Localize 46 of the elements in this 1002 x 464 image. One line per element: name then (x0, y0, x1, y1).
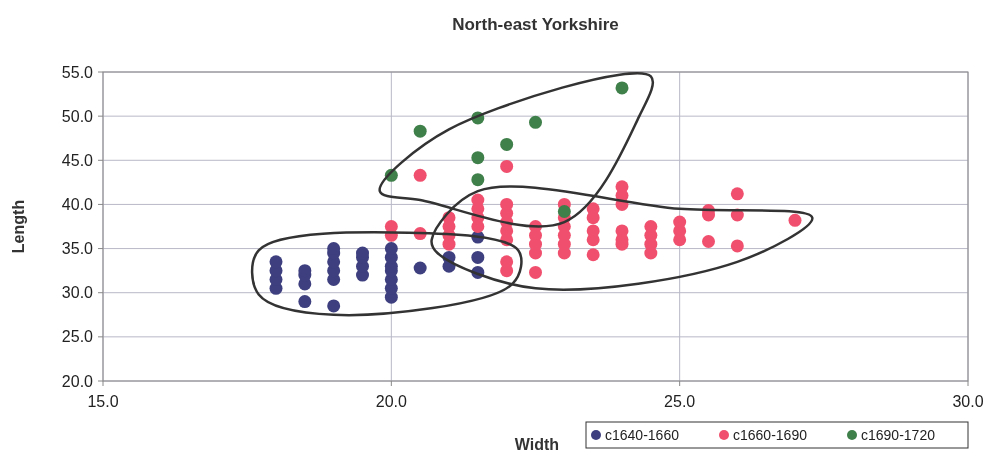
y-tick-label: 25.0 (61, 328, 94, 346)
y-axis-title: Length (10, 199, 27, 254)
point (586, 248, 600, 262)
point (702, 235, 715, 248)
point (586, 211, 600, 225)
point (557, 205, 571, 218)
x-tick-label: 25.0 (664, 393, 696, 410)
legend-label: c1690-1720 (861, 426, 936, 443)
point (529, 265, 542, 279)
x-axis-title: Width (514, 436, 560, 453)
x-tick-label: 20.0 (375, 393, 408, 410)
point (730, 187, 744, 201)
x-tick-label: 30.0 (952, 393, 984, 410)
point (557, 246, 571, 260)
point (586, 233, 600, 247)
point (673, 233, 687, 247)
point (384, 242, 398, 256)
point (529, 115, 542, 129)
point (500, 137, 514, 151)
point (471, 250, 485, 264)
point (471, 173, 485, 187)
legend-label: c1660-1690 (733, 426, 808, 443)
y-tick-label: 40.0 (61, 196, 94, 214)
y-tick-label: 45.0 (61, 151, 94, 169)
point (788, 213, 802, 227)
point (500, 264, 514, 278)
point (413, 261, 427, 275)
point (298, 295, 312, 309)
point (644, 246, 658, 260)
y-tick-label: 55.0 (61, 63, 94, 81)
point (471, 193, 485, 207)
point (413, 168, 427, 182)
point (269, 255, 283, 269)
y-tick-label: 35.0 (61, 240, 94, 258)
point (615, 81, 629, 95)
point (730, 239, 744, 253)
chart-title: North-east Yorkshire (452, 15, 619, 34)
y-tick-label: 20.0 (61, 372, 94, 390)
point (413, 124, 427, 138)
point (327, 299, 341, 313)
point (500, 159, 514, 173)
x-tick-label: 15.0 (87, 393, 119, 410)
legend-label: c1640-1660 (605, 426, 680, 443)
y-tick-label: 50.0 (61, 107, 94, 125)
y-tick-label: 30.0 (61, 284, 94, 302)
point (471, 151, 485, 165)
